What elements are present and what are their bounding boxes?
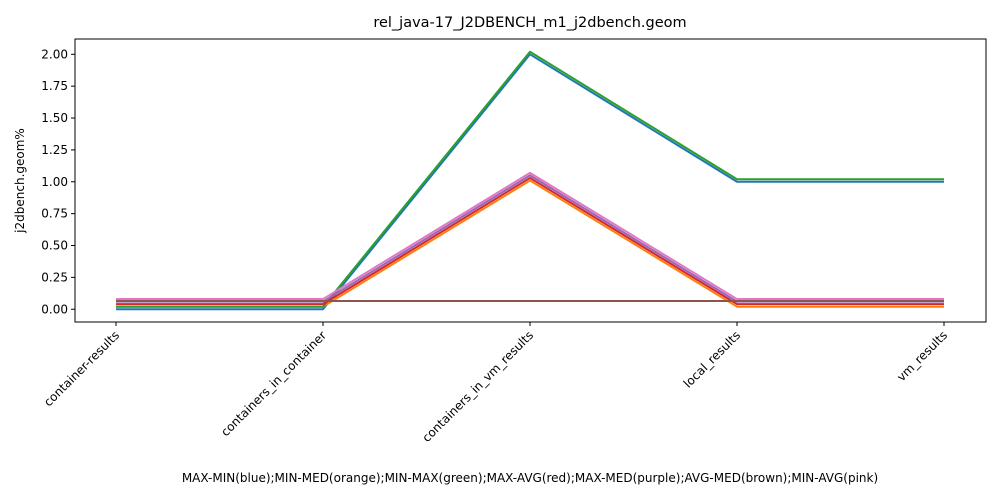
x-tick-label: container-results (41, 328, 122, 409)
series-line-min-avg (116, 171, 944, 301)
chart-title: rel_java-17_J2DBENCH_m1_j2dbench.geom (373, 15, 686, 31)
series-line-min-med (116, 179, 944, 308)
x-tick-label: local_results (681, 328, 743, 390)
series-line-min-max (116, 50, 944, 308)
y-tick-label: 1.25 (41, 143, 68, 157)
y-tick-label: 0.75 (41, 207, 68, 221)
y-tick-label: 2.00 (41, 47, 68, 61)
y-axis-label: j2dbench.geom% (13, 128, 27, 234)
x-axis: container-results containers_in_container… (41, 322, 950, 445)
series-line-max-min (116, 53, 944, 311)
x-tick-label: containers_in_container (218, 328, 329, 439)
y-tick-label: 0.50 (41, 239, 68, 253)
x-tick-label: containers_in_vm_results (419, 328, 536, 445)
series-line-max-med (116, 174, 944, 303)
y-tick-label: 1.75 (41, 79, 68, 93)
y-tick-label: 1.50 (41, 111, 68, 125)
y-axis: 0.00 0.25 0.50 0.75 1.00 1.25 1.50 1.75 2.00 (41, 47, 75, 316)
y-tick-label: 0.25 (41, 270, 68, 284)
x-tick-label: vm_results (894, 328, 950, 384)
plot-lines (116, 50, 944, 311)
y-tick-label: 0.00 (41, 302, 68, 316)
x-axis-label: MAX-MIN(blue);MIN-MED(orange);MIN-MAX(gr… (182, 471, 878, 485)
series-line-max-avg (116, 176, 944, 306)
y-tick-label: 1.00 (41, 175, 68, 189)
